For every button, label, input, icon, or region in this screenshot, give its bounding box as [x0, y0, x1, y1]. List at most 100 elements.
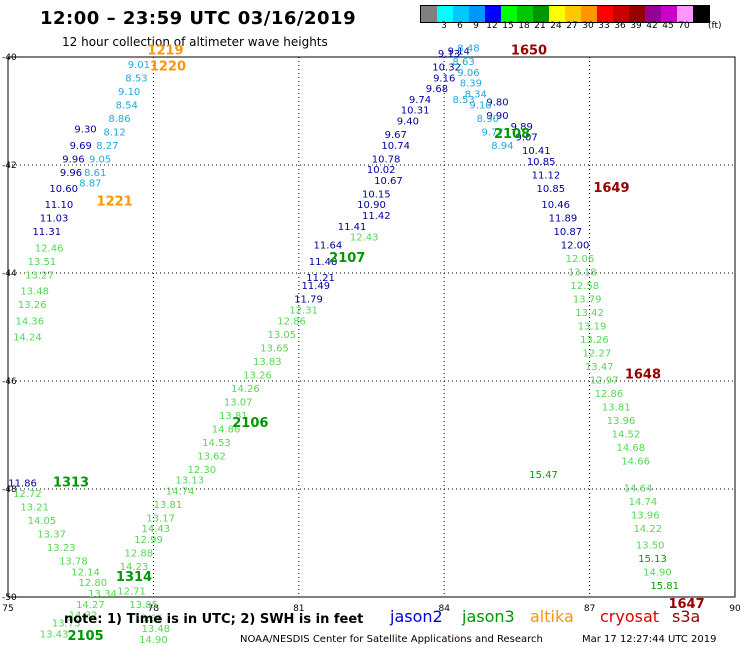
wave-height-label: 8.86 — [108, 114, 130, 125]
wave-height-label: 12.80 — [78, 578, 107, 589]
wave-height-label: 14.32 — [69, 611, 98, 622]
wave-height-label: 10.85 — [527, 157, 556, 168]
wave-height-label: 9.77 — [482, 127, 504, 138]
wave-height-label: 12.86 — [277, 316, 306, 327]
wave-height-label: 9.07 — [515, 133, 537, 144]
wave-height-label: 9.74 — [409, 95, 431, 106]
legend-swatch — [597, 6, 613, 22]
wave-height-label: 8.61 — [84, 168, 106, 179]
wave-height-label: 13.42 — [575, 308, 604, 319]
time-annotation: 1650 — [511, 43, 547, 58]
y-tick-label: -50 — [2, 593, 17, 603]
wave-height-label: 13.26 — [580, 335, 609, 346]
wave-height-label: 11.89 — [549, 214, 578, 225]
wave-height-label: 9.80 — [486, 98, 508, 109]
wave-height-label: 8.87 — [79, 179, 101, 190]
wave-height-label: 13.48 — [142, 624, 171, 635]
wave-height-label: 14.66 — [621, 457, 650, 468]
wave-height-label: 13.19 — [578, 322, 607, 333]
wave-height-label: 9.05 — [89, 154, 111, 165]
wave-height-label: 12.30 — [188, 465, 217, 476]
wave-height-label: 10.46 — [541, 200, 570, 211]
legend-swatch — [421, 6, 437, 22]
wave-height-label: 12.31 — [289, 306, 318, 317]
wave-height-label: 14.23 — [120, 562, 149, 573]
wave-height-label: 10.60 — [49, 184, 78, 195]
legend-label: 27 — [566, 21, 578, 31]
legend-label: 42 — [646, 21, 658, 31]
wave-height-label: 14.05 — [28, 516, 57, 527]
wave-height-label: 13.50 — [636, 540, 665, 551]
wave-height-label: 13.79 — [573, 295, 602, 306]
legend-swatch — [661, 6, 677, 22]
wave-height-label: 14.53 — [202, 438, 231, 449]
y-tick-label: -48 — [2, 485, 17, 495]
wave-height-label: 12.27 — [583, 349, 612, 360]
wave-height-label: 14.74 — [166, 486, 195, 497]
wave-height-label: 12.46 — [35, 243, 64, 254]
wave-height-label: 10.67 — [374, 176, 403, 187]
time-annotation: 2107 — [329, 251, 365, 266]
wave-height-label: 11.48 — [309, 257, 338, 268]
wave-height-label: 14.86 — [212, 424, 241, 435]
legend-swatch — [629, 6, 645, 22]
wave-height-label: 12.71 — [117, 586, 146, 597]
wave-height-label: 10.90 — [357, 200, 386, 211]
time-annotation: 1649 — [593, 181, 629, 196]
color-legend — [420, 5, 710, 23]
legend-swatch — [549, 6, 565, 22]
wave-height-label: 14.90 — [139, 635, 168, 646]
wave-height-label: 14.22 — [633, 524, 662, 535]
legend-swatch — [501, 6, 517, 22]
legend-label: 18 — [518, 21, 530, 31]
wave-height-label: 13.23 — [47, 543, 76, 554]
legend-label: 21 — [534, 21, 546, 31]
wave-height-label: 12.86 — [595, 389, 624, 400]
wave-height-label: 10.02 — [367, 165, 396, 176]
legend-label: 36 — [614, 21, 626, 31]
time-annotation: 1647 — [668, 597, 704, 612]
wave-height-label: 13.13 — [175, 476, 204, 487]
legend-swatch — [645, 6, 661, 22]
wave-height-label: 13.62 — [197, 451, 226, 462]
wave-height-label: 12.72 — [13, 489, 42, 500]
legend-label: 6 — [457, 21, 463, 31]
wave-height-label: 9.14 — [448, 46, 470, 57]
wave-height-label: 14.36 — [15, 316, 44, 327]
wave-height-label: 13.73 — [52, 619, 81, 630]
legend-swatch — [437, 6, 453, 22]
wave-height-label: 13.18 — [568, 268, 597, 279]
wave-height-label: 10.85 — [537, 184, 566, 195]
wave-height-label: 12.14 — [71, 567, 100, 578]
wave-height-label: 9.10 — [118, 87, 140, 98]
page-subtitle: 12 hour collection of altimeter wave hei… — [62, 35, 328, 49]
wave-height-label: 13.85 — [129, 600, 158, 611]
x-tick-label: 90 — [729, 604, 740, 614]
wave-height-label: 13.47 — [585, 362, 614, 373]
wave-height-label: 9.16 — [433, 73, 455, 84]
wave-height-label: 12.97 — [590, 376, 619, 387]
wave-height-label: 13.17 — [146, 513, 175, 524]
wave-height-label: 9.89 — [511, 122, 533, 133]
wave-height-label: 13.51 — [28, 257, 57, 268]
sat-label-jason2: jason2 — [390, 607, 443, 626]
legend-swatch — [453, 6, 469, 22]
wave-height-label: 11.03 — [40, 214, 69, 225]
wave-height-label: 14.64 — [624, 484, 653, 495]
wave-height-label: 9.96 — [62, 154, 84, 165]
footer-credit: NOAA/NESDIS Center for Satellite Applica… — [240, 634, 543, 645]
x-tick-label: 84 — [438, 604, 450, 614]
wave-height-label: 13.27 — [25, 270, 54, 281]
legend-unit-label: (ft) — [708, 21, 722, 31]
time-annotation: 1648 — [625, 367, 661, 382]
sat-label-cryosat: cryosat — [600, 607, 660, 626]
x-tick-label: 87 — [584, 604, 595, 614]
wave-height-label: 8.27 — [96, 141, 118, 152]
wave-height-label: 10.41 — [522, 146, 551, 157]
wave-height-label: 11.12 — [532, 171, 561, 182]
wave-height-label: 11.21 — [306, 273, 335, 284]
wave-height-label: 9.13 — [438, 49, 460, 60]
wave-height-label: 15.13 — [638, 554, 667, 565]
